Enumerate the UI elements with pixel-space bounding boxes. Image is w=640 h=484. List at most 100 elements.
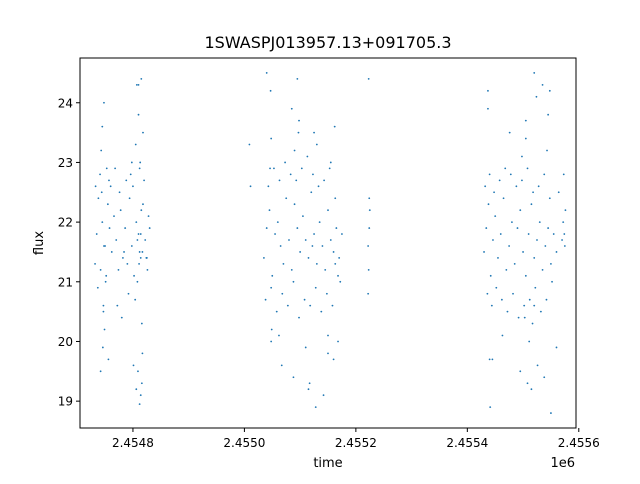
data-point bbox=[304, 346, 307, 349]
data-point bbox=[113, 215, 115, 218]
data-point bbox=[97, 197, 100, 200]
data-point bbox=[532, 191, 534, 194]
data-point bbox=[130, 161, 133, 164]
data-point bbox=[499, 233, 502, 235]
data-point bbox=[137, 370, 139, 373]
data-point bbox=[315, 143, 318, 146]
data-point bbox=[513, 262, 516, 265]
chart-title: 1SWASPJ013957.13+091705.3 bbox=[204, 33, 451, 52]
data-point bbox=[144, 239, 147, 241]
data-point bbox=[298, 119, 300, 122]
data-point bbox=[526, 167, 529, 170]
data-point bbox=[115, 239, 118, 241]
data-point bbox=[537, 185, 540, 188]
data-point bbox=[543, 376, 546, 379]
data-point bbox=[134, 298, 137, 301]
data-point bbox=[491, 358, 494, 361]
data-point bbox=[125, 179, 128, 182]
x-axis-offset-label: 1e6 bbox=[550, 456, 575, 471]
data-point bbox=[137, 83, 140, 86]
data-point bbox=[147, 215, 150, 218]
x-tick-label: 2.4554 bbox=[446, 436, 488, 450]
data-point bbox=[338, 257, 341, 259]
data-point bbox=[541, 268, 544, 271]
data-point bbox=[492, 239, 494, 241]
data-point bbox=[368, 197, 371, 200]
data-point bbox=[137, 113, 140, 116]
data-point bbox=[538, 221, 541, 224]
data-point bbox=[141, 251, 144, 253]
data-point bbox=[505, 268, 508, 271]
data-point bbox=[331, 304, 334, 307]
data-point bbox=[99, 173, 101, 176]
data-point bbox=[320, 310, 323, 313]
data-point bbox=[484, 185, 487, 188]
data-point bbox=[123, 251, 125, 253]
data-point bbox=[273, 167, 275, 170]
data-point bbox=[117, 268, 120, 271]
data-point bbox=[488, 173, 491, 176]
data-point bbox=[367, 77, 370, 80]
data-point bbox=[341, 233, 343, 235]
data-point bbox=[120, 316, 123, 319]
data-point bbox=[110, 251, 113, 253]
data-point bbox=[271, 274, 274, 277]
data-point bbox=[508, 245, 511, 247]
data-point bbox=[337, 340, 339, 343]
y-tick-label: 21 bbox=[58, 275, 73, 289]
data-point bbox=[535, 95, 538, 98]
data-point bbox=[304, 239, 307, 241]
data-point bbox=[268, 209, 271, 212]
data-point bbox=[523, 304, 526, 307]
data-point bbox=[263, 257, 265, 259]
data-point bbox=[248, 143, 251, 146]
data-point bbox=[524, 274, 527, 277]
data-point bbox=[101, 346, 104, 349]
data-point bbox=[136, 239, 139, 241]
data-point bbox=[368, 209, 371, 212]
data-point bbox=[312, 173, 314, 176]
data-point bbox=[483, 251, 485, 253]
data-point bbox=[99, 268, 102, 271]
data-point bbox=[135, 83, 138, 86]
data-point bbox=[105, 167, 108, 170]
data-point bbox=[501, 334, 504, 337]
data-point bbox=[541, 83, 544, 86]
data-point bbox=[508, 131, 511, 134]
data-point bbox=[367, 268, 370, 271]
data-point bbox=[487, 203, 490, 206]
data-point bbox=[564, 209, 567, 212]
data-point bbox=[327, 334, 329, 337]
data-point bbox=[140, 77, 143, 80]
data-point bbox=[136, 280, 139, 283]
data-point bbox=[486, 292, 489, 295]
data-point bbox=[555, 346, 558, 349]
data-point bbox=[129, 173, 132, 176]
data-point bbox=[146, 268, 149, 271]
data-point bbox=[524, 137, 527, 140]
data-point bbox=[290, 107, 293, 110]
data-point bbox=[521, 155, 523, 158]
data-point bbox=[528, 340, 531, 343]
data-point bbox=[334, 262, 337, 265]
data-point bbox=[315, 262, 318, 265]
data-point bbox=[290, 268, 293, 271]
data-point bbox=[270, 340, 273, 343]
data-point bbox=[126, 262, 129, 265]
data-point bbox=[127, 292, 130, 295]
data-point bbox=[128, 197, 131, 200]
data-point bbox=[270, 328, 273, 331]
data-point bbox=[545, 298, 548, 301]
data-point bbox=[141, 352, 144, 355]
data-point bbox=[324, 268, 327, 271]
y-axis-label: flux bbox=[32, 231, 47, 255]
data-point bbox=[105, 274, 108, 277]
data-point bbox=[329, 239, 332, 241]
data-point bbox=[295, 179, 298, 182]
data-point bbox=[543, 173, 546, 176]
data-point bbox=[489, 274, 492, 277]
data-point bbox=[329, 161, 332, 164]
x-tick-label: 2.4552 bbox=[335, 436, 377, 450]
data-point bbox=[524, 119, 527, 122]
data-point bbox=[504, 167, 507, 170]
